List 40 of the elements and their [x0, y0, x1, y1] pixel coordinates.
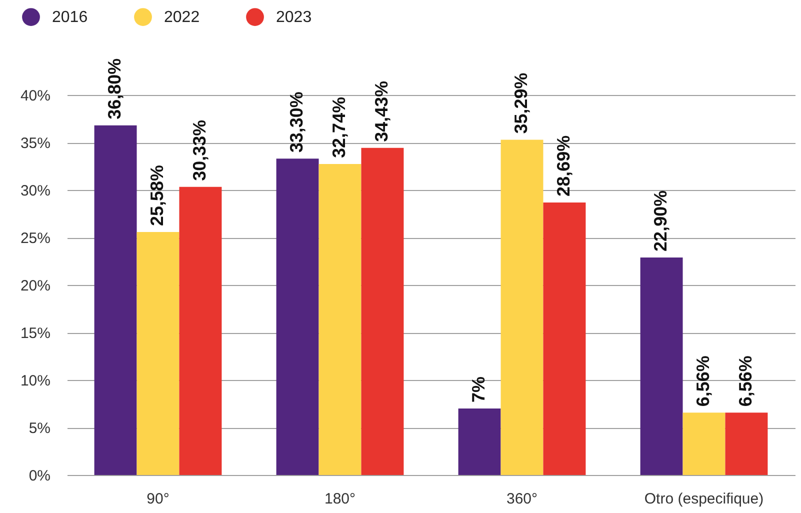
data-label: 30,33% — [189, 120, 210, 181]
bar — [94, 125, 137, 475]
bar — [458, 408, 501, 475]
y-tick-label: 20% — [20, 278, 50, 294]
y-tick-label: 15% — [20, 325, 50, 342]
data-label: 33,30% — [286, 92, 307, 153]
bar — [640, 257, 683, 475]
data-label: 6,56% — [693, 356, 713, 407]
legend-label: 2023 — [276, 9, 312, 26]
legend-label: 2016 — [52, 9, 88, 26]
bar — [725, 412, 768, 475]
x-tick-label: Otro (especifique) — [644, 490, 764, 508]
data-label: 36,80% — [104, 58, 125, 120]
x-tick-label: 90° — [146, 490, 170, 508]
data-label: 34,43% — [371, 80, 392, 142]
x-tick-label: 180° — [324, 490, 356, 508]
data-label: 32,74% — [329, 96, 349, 158]
data-label: 6,56% — [735, 356, 756, 407]
bar — [682, 412, 726, 475]
x-tick-label: 360° — [506, 490, 538, 508]
y-tick-label: 25% — [20, 230, 50, 247]
y-tick-label: 10% — [20, 372, 50, 390]
bar — [179, 186, 222, 475]
y-tick-label: 5% — [28, 420, 50, 437]
y-tick-label: 0% — [28, 468, 50, 484]
y-tick-label: 30% — [20, 182, 50, 200]
bar — [361, 148, 404, 475]
bar — [276, 158, 319, 475]
data-label: 7% — [468, 376, 489, 402]
bar — [136, 232, 180, 475]
y-tick-label: 35% — [20, 135, 50, 152]
data-label: 28,69% — [553, 135, 574, 196]
bar — [500, 140, 544, 475]
y-tick-label: 40% — [20, 88, 50, 104]
bar — [543, 202, 586, 475]
legend-label: 2022 — [164, 9, 200, 26]
data-label: 25,58% — [147, 164, 167, 226]
data-label: 35,29% — [511, 72, 531, 134]
bar — [318, 164, 362, 475]
data-label: 22,90% — [650, 190, 671, 252]
